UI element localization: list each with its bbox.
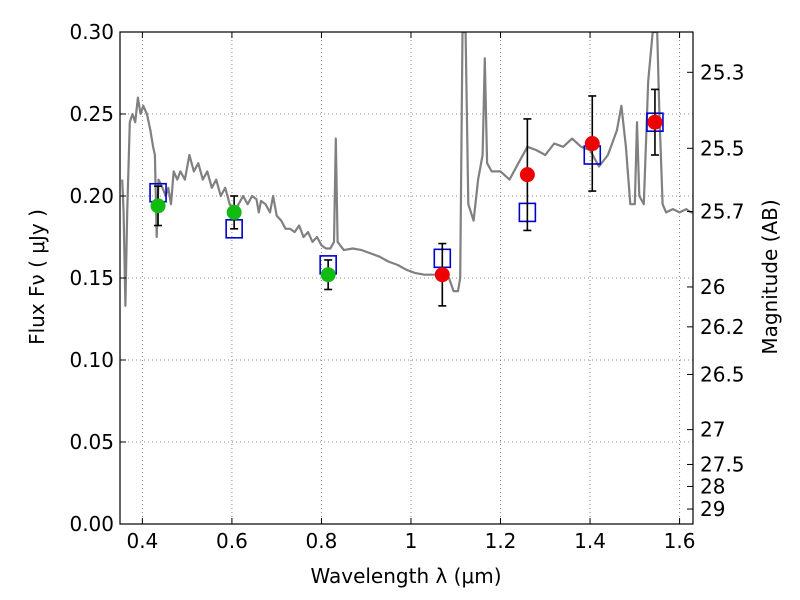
nir-observation-marker: [584, 136, 600, 152]
sed-curve-layer: [121, 32, 693, 307]
y-tick-label: 0.00: [69, 512, 114, 536]
y2-axis-title: Magnitude (AB): [758, 199, 782, 354]
y-tick-label: 0.05: [69, 430, 114, 454]
y2-tick-label: 25.3: [700, 60, 745, 84]
y2-tick-label: 27.5: [700, 452, 745, 476]
y2-tick-label: 25.5: [700, 136, 745, 160]
y-tick-label: 0.30: [69, 20, 114, 44]
y-axis-title-text: Flux Fν ( μJy ): [25, 209, 49, 345]
x-tick-label: 0.4: [126, 529, 158, 553]
optical-observation-marker: [320, 267, 336, 283]
y2-axis-title-text: Magnitude (AB): [758, 199, 782, 354]
nir-observation-marker: [434, 267, 450, 283]
x-tick-label: 1.4: [574, 529, 606, 553]
y2-tick-label: 27: [700, 418, 725, 442]
y2-tick-label: 29: [700, 497, 725, 521]
x-tick-label: 1.2: [485, 529, 517, 553]
y2-tick-label: 25.7: [700, 200, 745, 224]
y-tick-label: 0.20: [69, 184, 114, 208]
nir-observation-marker: [647, 114, 663, 130]
x-tick-label: 0.8: [306, 529, 338, 553]
optical-observation-marker: [150, 198, 166, 214]
y-axis-title: Flux Fν ( μJy ): [25, 209, 49, 345]
y-tick-label: 0.15: [69, 266, 114, 290]
y-tick-label: 0.25: [69, 102, 114, 126]
x-tick-label: 1.6: [664, 529, 696, 553]
y2-tick-label: 26.2: [700, 315, 745, 339]
y2-tick-label: 26: [700, 275, 725, 299]
ticks-layer: 0.4 0.6 0.8 1 1.2 1.4 1.6 0.00 0.05 0.10 0.15 0.20 0…: [69, 20, 744, 553]
x-tick-label: 0.6: [216, 529, 248, 553]
y2-tick-label: 28: [700, 474, 725, 498]
y-tick-label: 0.10: [69, 348, 114, 372]
data-points-layer: [149, 88, 664, 307]
x-tick-label: 1: [405, 529, 418, 553]
x-axis-title-text: Wavelength λ (μm): [310, 564, 501, 588]
y2-tick-label: 26.5: [700, 362, 745, 386]
sed-model-curve: [121, 32, 693, 307]
x-axis-title: Wavelength λ (μm): [310, 564, 501, 588]
optical-observation-marker: [226, 204, 242, 220]
nir-observation-marker: [519, 167, 535, 183]
